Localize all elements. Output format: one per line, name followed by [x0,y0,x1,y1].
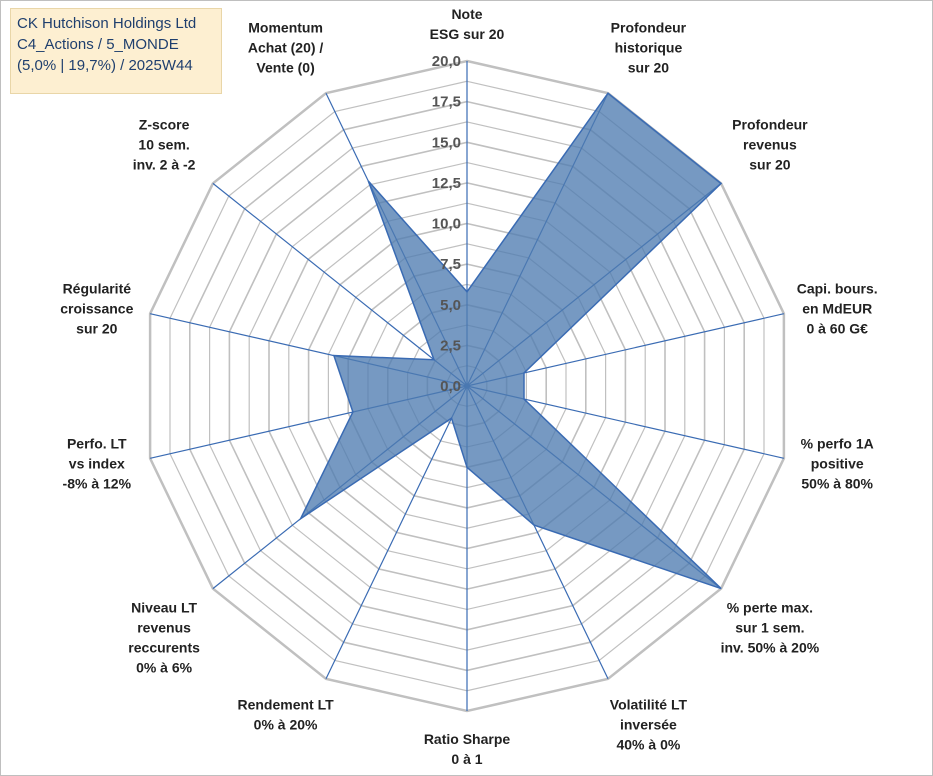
radar-tick-labels: 0,0 2,5 5,0 7,5 10,0 12,5 15,0 17,5 20,0 [432,53,461,395]
axis-label: Momentum Achat (20) / Vente (0) [248,20,324,76]
tick-label: 15,0 [432,134,461,151]
tick-label: 20,0 [432,53,461,70]
axis-spoke [212,182,468,387]
series-area [298,92,723,590]
tick-label: 10,0 [432,216,461,233]
tick-label: 0,0 [440,378,461,395]
axis-label: Rendement LT 0% à 20% [237,696,334,732]
axis-spoke [325,385,468,680]
axis-label: Perfo. LT vs index -8% à 12% [63,436,132,492]
axis-label: Niveau LT revenus reccurents 0% à 6% [128,600,200,676]
company-name: CK Hutchison Holdings Ltd [17,15,197,32]
axis-label: Volatilité LT inversée 40% à 0% [610,696,688,752]
title-box: CK Hutchison Holdings Ltd C4_Actions / 5… [10,8,222,94]
radar-axis-labels: Note ESG sur 20 Profondeur historique sur 20… [60,6,877,767]
tick-label: 5,0 [440,297,461,314]
axis-label: Profondeur historique sur 20 [611,20,687,76]
axis-label: % perfo 1A positive 50% à 80% [801,436,874,492]
axis-label: Profondeur revenus sur 20 [732,116,808,172]
radar-series [298,92,723,590]
tick-label: 17,5 [432,94,461,111]
tick-label: 2,5 [440,337,461,354]
axis-label: Ratio Sharpe 0 à 1 [424,731,511,767]
tick-label: 12,5 [432,175,461,192]
tick-label: 7,5 [440,256,461,273]
axis-label: Note ESG sur 20 [430,6,505,42]
axis-label: Z-score 10 sem. inv. 2 à -2 [133,116,196,172]
axis-label: % perte max. sur 1 sem. inv. 50% à 20% [721,600,820,656]
axis-label: Régularité croissance sur 20 [60,280,133,336]
period-label: (5,0% | 19,7%) / 2025W44 [17,57,193,74]
axis-label: Capi. bours. en MdEUR 0 à 60 G€ [797,280,878,336]
portfolio-label: C4_Actions / 5_MONDE [17,36,179,53]
